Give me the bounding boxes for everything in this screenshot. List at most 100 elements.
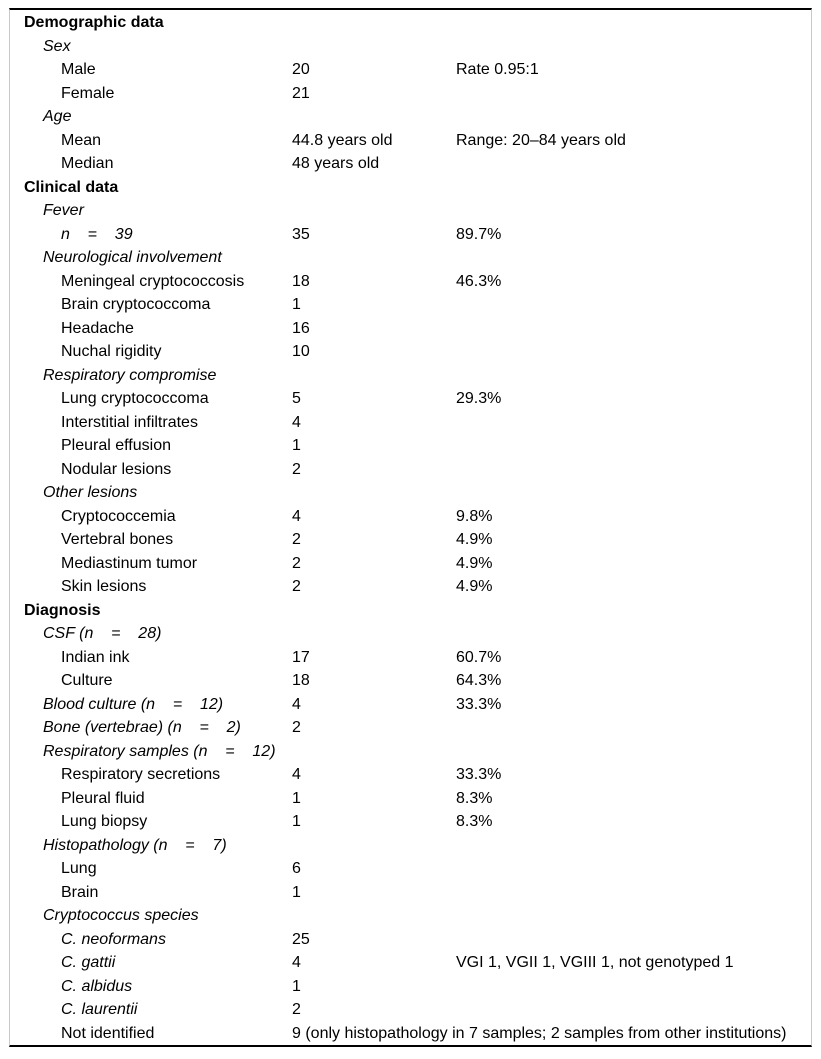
row-label: Respiratory samples (n = 12) [43,742,276,760]
row-label: Interstitial infiltrates [61,413,198,431]
table-row: Diagnosis [10,599,811,623]
row-note: Rate 0.95:1 [456,61,539,78]
row-label: Other lesions [43,484,138,501]
table-row: C. gattii 4 VGI 1, VGII 1, VGIII 1, not ge… [10,951,811,975]
row-label: Respiratory secretions [61,766,221,783]
row-value: 5 [292,390,301,407]
table-row: C. neoformans 25 [10,928,811,952]
row-label: C. albidus [61,977,133,995]
table-row: Lung biopsy 1 8.3% [10,810,811,834]
table-row: Lung 6 [10,857,811,881]
row-label: Brain cryptococcoma [61,296,211,313]
row-note: 29.3% [456,390,502,407]
row-value: 17 [292,648,310,666]
row-label: Indian ink [61,648,130,666]
row-value: 1 [292,883,301,901]
clinical-data-table: Demographic data Sex Male 20 Rate 0.95:1 Fema… [9,8,812,1047]
row-note: VGI 1, VGII 1, VGIII 1, not genotyped 1 [456,954,734,971]
row-label: Culture [61,672,113,689]
row-label: Not identified [61,1024,155,1042]
row-label: Vertebral bones [61,531,174,548]
row-label: n = 39 [61,225,133,243]
table-row: Pleural fluid 1 8.3% [10,787,811,811]
row-label: Skin lesions [61,578,147,595]
row-value: 1 [292,296,301,313]
row-label: Fever [43,202,84,219]
row-value: 21 [292,84,310,102]
table-row: n = 39 35 89.7% [10,223,811,247]
row-note: 64.3% [456,672,502,689]
row-label: Nuchal rigidity [61,343,162,360]
row-value: 1 [292,977,301,995]
table-row: Pleural effusion 1 [10,434,811,458]
table-row: Meningeal cryptococcosis 18 46.3% [10,270,811,294]
row-value: 2 [292,554,301,572]
table-row: Female 21 [10,82,811,106]
table-row: Cryptococcemia 4 9.8% [10,505,811,529]
row-label: Blood culture (n = 12) [43,695,224,713]
row-label: Bone (vertebrae) (n = 2) [43,719,241,736]
table-row: Neurological involvement [10,246,811,270]
table-row: Other lesions [10,481,811,505]
table-row: Histopathology (n = 7) [10,834,811,858]
row-value: 4 [292,954,301,971]
row-label: Male [61,61,96,78]
row-value: 25 [292,930,310,948]
row-label: Lung biopsy [61,813,148,830]
row-value: 4 [292,507,301,525]
row-label: Histopathology (n = 7) [43,836,227,854]
row-label: C. gattii [61,954,116,971]
table-row: C. laurentii 2 [10,998,811,1022]
row-label: Respiratory compromise [43,366,217,384]
row-note: 4.9% [456,578,493,595]
table-row: Vertebral bones 2 4.9% [10,528,811,552]
row-label: Meningeal cryptococcosis [61,272,245,290]
row-note: Range: 20–84 years old [456,131,626,149]
row-value: 35 [292,225,310,243]
row-note: 9.8% [456,507,493,525]
row-label: Mediastinum tumor [61,554,198,572]
row-value: 1 [292,813,301,830]
row-label: Neurological involvement [43,249,222,266]
row-label: Headache [61,319,134,337]
row-label: Lung [61,860,97,877]
row-label: Sex [43,37,71,55]
table-row: Brain 1 [10,881,811,905]
row-value: 48 years old [292,155,380,172]
table-row: Respiratory samples (n = 12) [10,740,811,764]
row-value: 18 [292,272,310,290]
row-value: 2 [292,531,301,548]
row-value: 10 [292,343,310,360]
row-value: 44.8 years old [292,131,393,149]
table-row: Male 20 Rate 0.95:1 [10,58,811,82]
row-note: 4.9% [456,554,493,572]
row-value: 4 [292,413,301,431]
row-note: 46.3% [456,272,502,290]
row-label: C. laurentii [61,1001,138,1018]
row-label: CSF (n = 28) [43,625,162,642]
row-value: 4 [292,766,301,783]
row-label: Cryptococcus species [43,907,199,924]
row-label: Female [61,84,115,102]
row-label: Nodular lesions [61,460,172,478]
row-label: Lung cryptococcoma [61,390,209,407]
row-value: 4 [292,695,301,713]
row-value: 2 [292,719,301,736]
row-value: 16 [292,319,310,337]
table-row: Indian ink 17 60.7% [10,646,811,670]
table-row: Skin lesions 2 4.9% [10,575,811,599]
row-label: C. neoformans [61,930,166,948]
table-row: Interstitial infiltrates 4 [10,411,811,435]
row-label: Pleural effusion [61,437,171,454]
row-label: Age [43,108,72,125]
row-note: 60.7% [456,648,502,666]
row-note: 8.3% [456,813,493,830]
row-note: 33.3% [456,766,502,783]
row-value: 2 [292,1001,301,1018]
table-row: Median 48 years old [10,152,811,176]
table-row: Respiratory secretions 4 33.3% [10,763,811,787]
table-row: Respiratory compromise [10,364,811,388]
table-row: C. albidus 1 [10,975,811,999]
table-row: Age [10,105,811,129]
